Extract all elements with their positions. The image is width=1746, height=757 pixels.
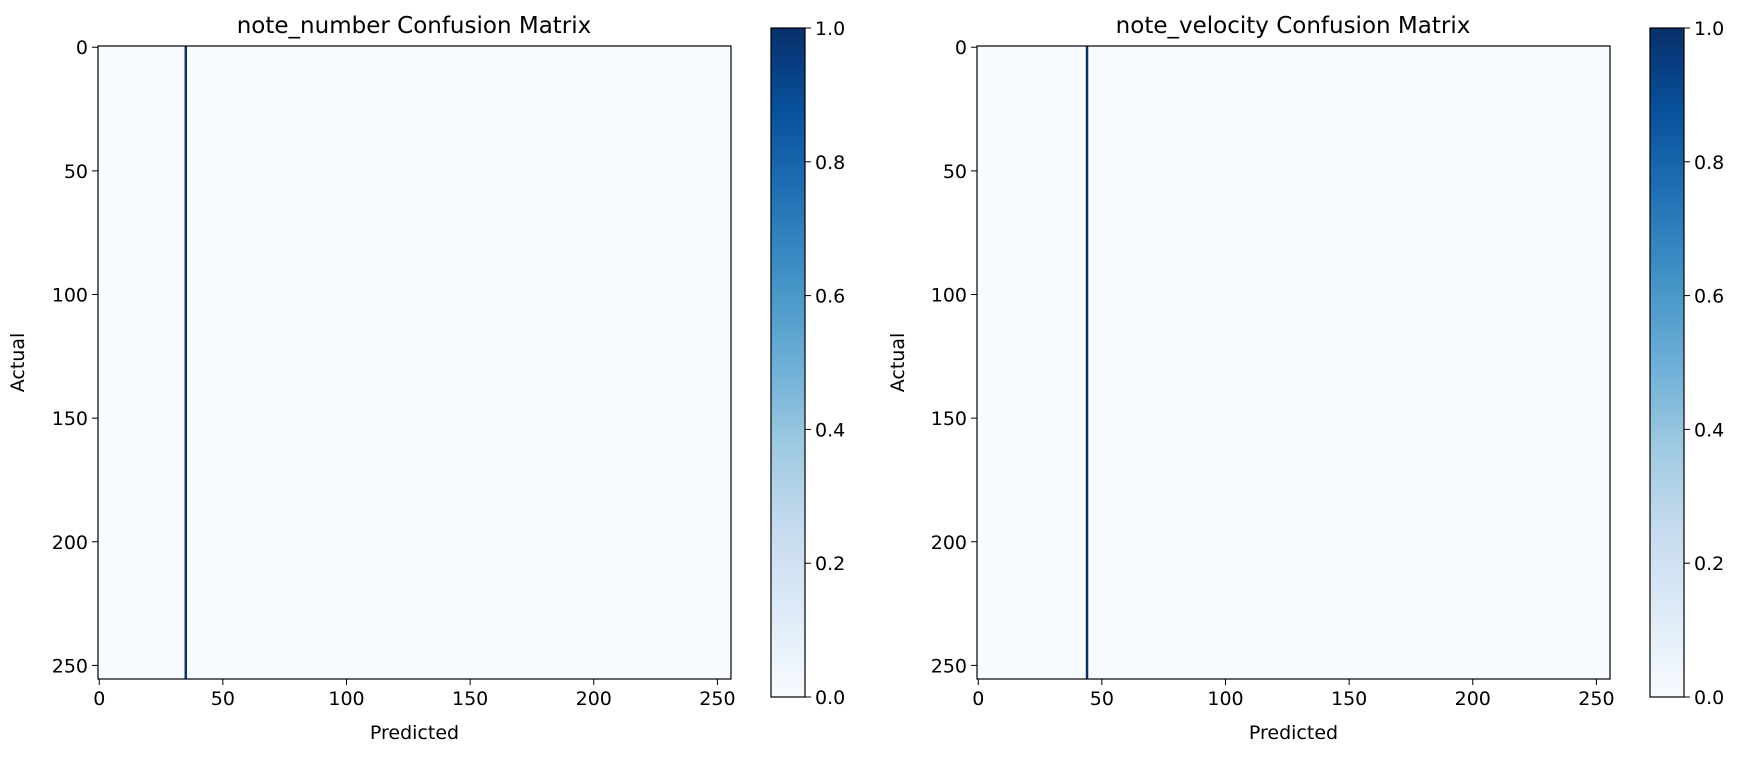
left-y-tick-label: 0 [76,37,88,59]
right-y-tick-label: 250 [931,655,967,677]
left-y-axis-label: Actual [7,333,29,393]
right-y-axis-label: Actual [887,333,909,393]
left-colorbar-tick-label: 0.8 [815,152,845,174]
right-x-tick-label: 250 [1578,688,1614,710]
left-y-tick-label: 100 [52,285,88,307]
left-x-tick-label: 100 [328,688,364,710]
right-y-tick-label: 50 [943,161,967,183]
right-x-axis-label: Predicted [1249,722,1338,744]
right-x-tick-label: 100 [1207,688,1243,710]
left-y-tick-label: 150 [52,408,88,430]
right-highlight-column [1085,46,1089,679]
left-colorbar-tick-label: 0.6 [815,286,845,308]
left-colorbar-tick-label: 1.0 [815,18,845,40]
left-colorbar-tick-label: 0.0 [815,687,845,709]
left-colorbar-tick-label: 0.2 [815,553,845,575]
right-y-tick-label: 0 [955,37,967,59]
left-highlight-column [184,46,188,679]
left-x-tick-label: 50 [211,688,235,710]
left-colorbar [770,27,806,698]
right-colorbar-tick-label: 0.6 [1694,286,1724,308]
left-panel: 0 50 100 150 200 250050100150200250note_numbe… [7,13,845,744]
left-y-tick-label: 200 [52,532,88,554]
right-y-tick-label: 150 [931,408,967,430]
right-chart-title: note_velocity Confusion Matrix [1116,13,1471,39]
right-x-tick-label: 150 [1331,688,1367,710]
right-x-tick-label: 200 [1455,688,1491,710]
right-x-tick-label: 50 [1090,688,1114,710]
left-colorbar-tick-label: 0.4 [815,419,845,441]
left-x-tick-label: 200 [576,688,612,710]
right-heatmap-cells [977,46,1610,679]
right-panel: 0 50 100 150 200 250050100150200250note_veloc… [887,13,1724,744]
left-x-tick-label: 150 [452,688,488,710]
right-colorbar-tick-label: 0.4 [1694,419,1724,441]
left-axes-frame [97,45,732,680]
left-y-tick-label: 50 [64,161,88,183]
right-colorbar-tick-label: 1.0 [1694,18,1724,40]
right-x-tick-label: 0 [972,688,984,710]
right-colorbar-tick-label: 0.2 [1694,553,1724,575]
right-colorbar-tick-label: 0.0 [1694,687,1724,709]
left-x-tick-label: 250 [699,688,735,710]
left-x-tick-label: 0 [93,688,105,710]
left-heatmap-cells [98,46,731,679]
right-colorbar-tick-label: 0.8 [1694,152,1724,174]
right-axes-frame [976,45,1611,680]
left-x-axis-label: Predicted [370,722,459,744]
right-colorbar [1649,27,1685,698]
right-y-tick-label: 100 [931,285,967,307]
right-y-tick-label: 200 [931,532,967,554]
left-chart-title: note_number Confusion Matrix [237,13,592,39]
left-y-tick-label: 250 [52,655,88,677]
